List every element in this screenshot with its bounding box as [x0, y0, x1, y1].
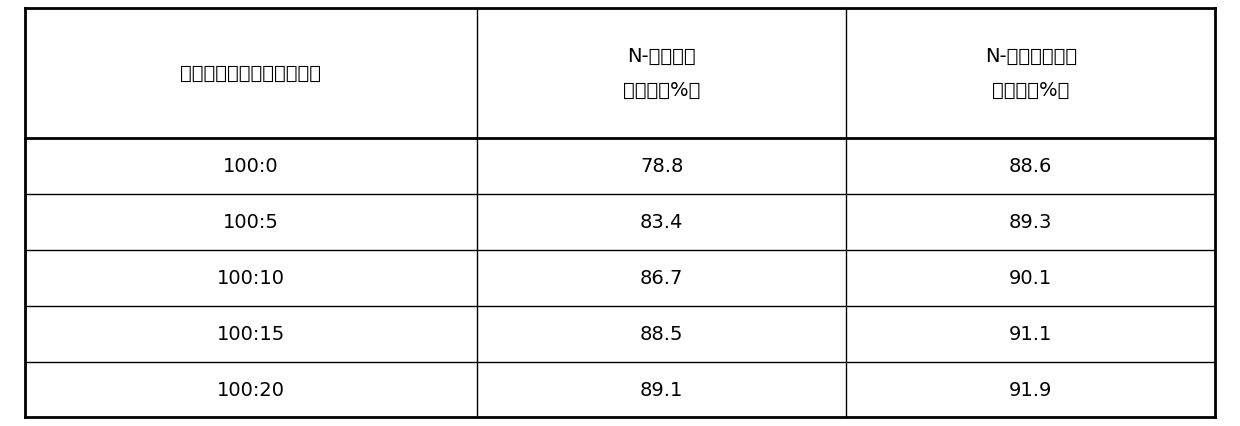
Text: 89.3: 89.3: [1009, 213, 1053, 232]
Text: 78.8: 78.8: [640, 157, 683, 176]
Text: 86.7: 86.7: [640, 268, 683, 288]
Text: 91.1: 91.1: [1009, 324, 1053, 343]
Text: 88.6: 88.6: [1009, 157, 1053, 176]
Text: 100:15: 100:15: [217, 324, 285, 343]
Text: 100:20: 100:20: [217, 380, 285, 399]
Text: 氧化活性炭与氰胺的质量比: 氧化活性炭与氰胺的质量比: [181, 64, 321, 83]
Text: 100:0: 100:0: [223, 157, 279, 176]
Text: 100:5: 100:5: [223, 213, 279, 232]
Text: 83.4: 83.4: [640, 213, 683, 232]
Text: 90.1: 90.1: [1009, 268, 1053, 288]
Text: 91.9: 91.9: [1009, 380, 1053, 399]
Text: 100:10: 100:10: [217, 268, 285, 288]
Text: N-甲基氧化吗啉
选择性（%）: N-甲基氧化吗啉 选择性（%）: [985, 47, 1076, 100]
Text: N-甲基吗啉
转化率（%）: N-甲基吗啉 转化率（%）: [622, 47, 701, 100]
Text: 89.1: 89.1: [640, 380, 683, 399]
Text: 88.5: 88.5: [640, 324, 683, 343]
